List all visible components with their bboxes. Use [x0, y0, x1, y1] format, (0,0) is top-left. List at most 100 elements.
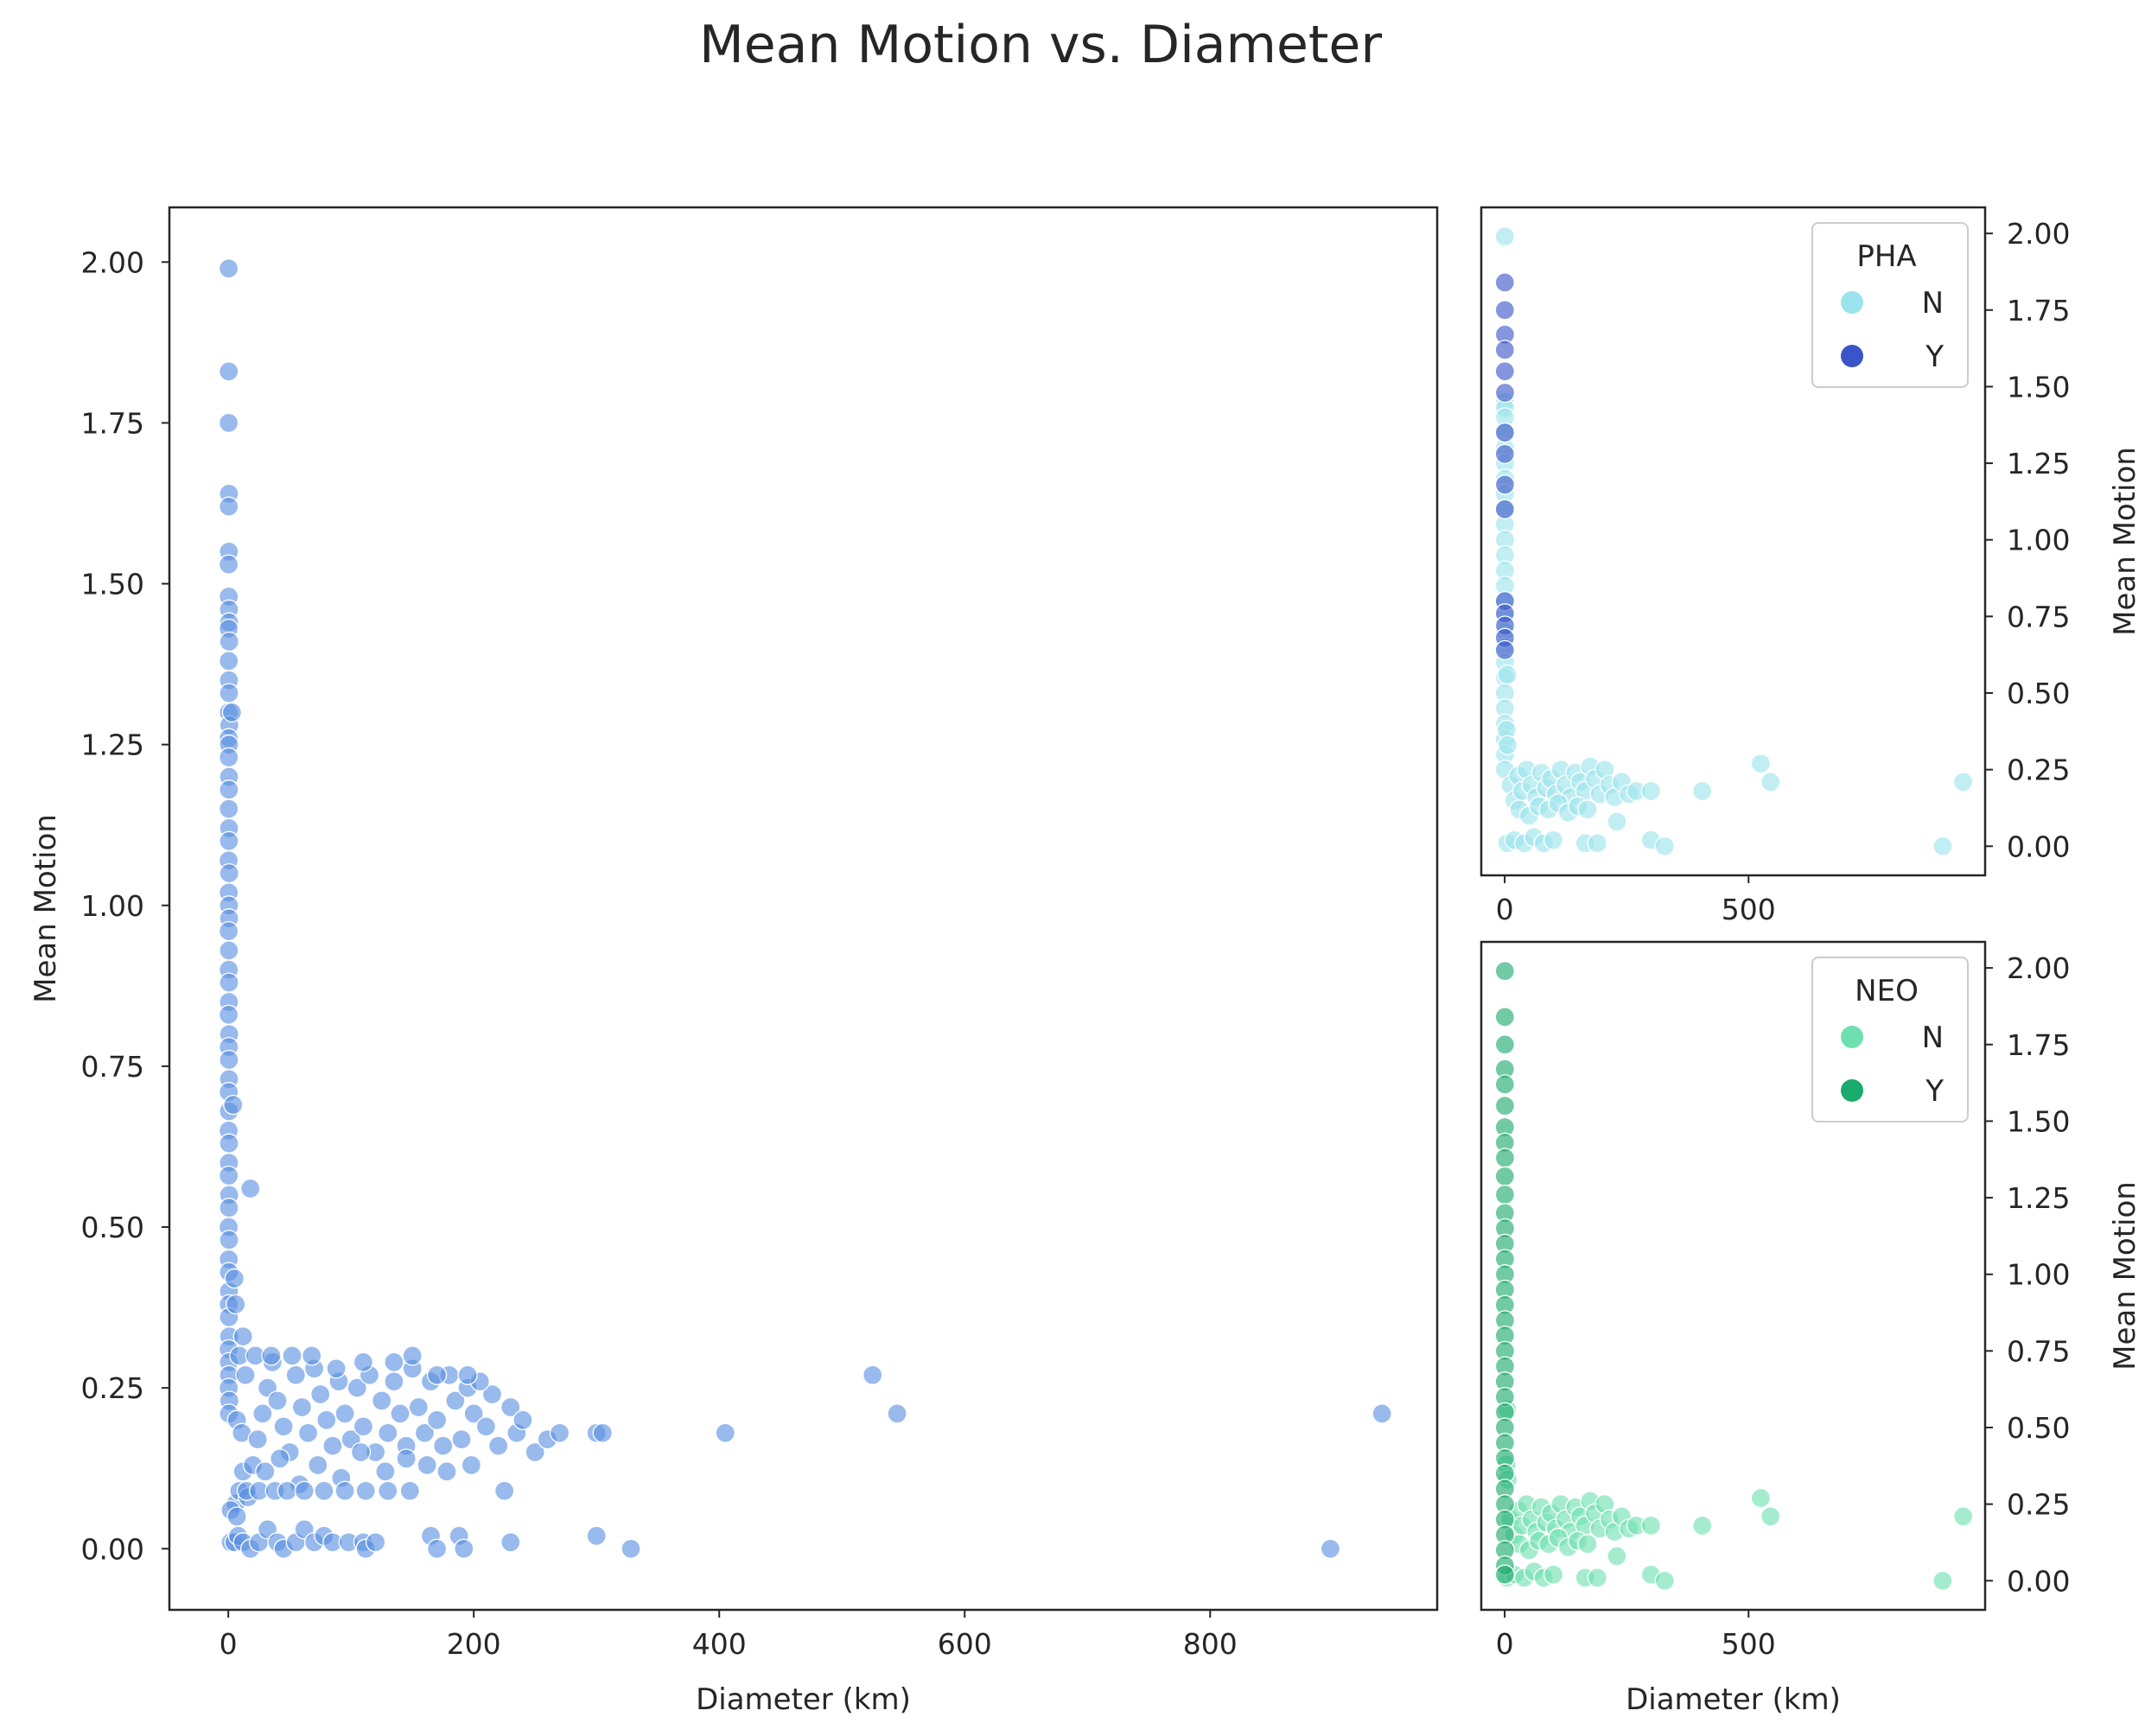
y-tick-label: 1.50 [2007, 370, 2070, 404]
data-point [549, 1422, 570, 1443]
legend-title: NEO [1855, 974, 1919, 1008]
data-point [1494, 474, 1516, 495]
data-point [457, 1364, 478, 1385]
data-points [1494, 961, 1974, 1591]
data-point [862, 1364, 883, 1385]
data-point [436, 1461, 457, 1482]
data-point [219, 747, 239, 768]
data-point [1494, 1184, 1516, 1205]
x-tick-label: 500 [1722, 893, 1776, 926]
data-point [334, 1480, 355, 1501]
y-tick-label: 1.00 [2007, 524, 2070, 557]
y-tick-label: 0.75 [2007, 600, 2070, 633]
data-point [451, 1429, 472, 1450]
data-point [350, 1441, 372, 1463]
x-tick-label: 500 [1722, 1627, 1776, 1661]
y-tick-label: 1.00 [81, 889, 144, 923]
y-tick-label: 0.00 [81, 1532, 144, 1566]
data-point [372, 1390, 392, 1411]
panel-top-right: 0 500 0.00 0.25 0.50 0.75 1.00 1.25 1.50 1.75 2.00… [1480, 206, 2142, 926]
legend-title: PHA [1856, 239, 1916, 274]
y-tick-label: 0.75 [81, 1050, 144, 1084]
data-point [500, 1396, 521, 1418]
x-axis-label: Diameter (km) [1626, 1682, 1841, 1717]
data-point [1494, 499, 1515, 519]
data-point [218, 920, 239, 942]
x-tick-label: 0 [1496, 1627, 1514, 1661]
data-point [291, 1396, 313, 1418]
data-point [399, 1480, 420, 1501]
data-point [1750, 1487, 1772, 1509]
x-axis-label: Diameter (km) [696, 1682, 911, 1717]
data-point [454, 1538, 474, 1559]
data-point [347, 1377, 367, 1398]
data-point [887, 1403, 907, 1424]
data-point [219, 1133, 239, 1154]
y-tick-label: 0.00 [2007, 830, 2070, 863]
data-point [1320, 1538, 1341, 1559]
data-point [294, 1480, 315, 1501]
data-point [384, 1351, 404, 1373]
data-point [1494, 382, 1516, 404]
data-point [1577, 799, 1598, 820]
data-point [1543, 1564, 1564, 1585]
y-axis-label: Mean Motion [29, 814, 63, 1003]
x-tick-label: 200 [447, 1627, 501, 1661]
x-tick-label: 0 [220, 1627, 238, 1661]
y-tick-label: 2.00 [2007, 951, 2070, 985]
y-tick-label: 1.50 [81, 568, 144, 601]
data-point [461, 1454, 482, 1476]
data-point [1760, 1506, 1781, 1527]
data-point [322, 1435, 343, 1456]
data-point [1654, 1570, 1675, 1591]
data-point [396, 1448, 417, 1469]
data-point [219, 779, 239, 800]
data-point [1640, 780, 1662, 802]
legend-label: Y [1925, 1074, 1944, 1109]
data-point [390, 1403, 411, 1424]
data-point [475, 1416, 497, 1437]
data-point [255, 1461, 276, 1482]
data-point [355, 1480, 376, 1501]
data-point [285, 1364, 306, 1385]
data-point [219, 1165, 239, 1186]
data-point [219, 683, 239, 703]
x-tick-label: 0 [1496, 893, 1514, 926]
data-point [1692, 780, 1713, 802]
data-point [433, 1435, 454, 1456]
data-point [1494, 1034, 1516, 1055]
x-tick-label: 600 [938, 1627, 992, 1661]
data-point [261, 1345, 282, 1366]
data-point [277, 1480, 297, 1501]
data-points [218, 258, 1392, 1559]
data-point [512, 1409, 533, 1431]
data-point [426, 1538, 448, 1559]
legend-marker-Y [1841, 345, 1863, 367]
plot-frame [1480, 940, 1987, 1612]
data-point [1607, 1546, 1627, 1567]
plot-frame [168, 206, 1439, 1612]
data-point [414, 1422, 436, 1443]
figure-title: Mean Motion vs. Diameter [699, 15, 1382, 75]
data-point [218, 258, 239, 279]
data-point [1952, 1506, 1974, 1527]
data-point [219, 496, 239, 517]
data-point [252, 1403, 273, 1424]
legend-label: N [1922, 286, 1944, 321]
data-point [500, 1532, 521, 1553]
data-point [353, 1416, 374, 1437]
y-axis-label: Mean Motion [2108, 1181, 2142, 1370]
data-point [353, 1351, 374, 1373]
series-Y [1494, 961, 1516, 1585]
data-point [297, 1422, 319, 1443]
data-point [1750, 753, 1772, 774]
data-point [525, 1441, 545, 1463]
legend-label: N [1922, 1021, 1944, 1055]
data-point [1760, 772, 1781, 792]
data-point [1543, 830, 1564, 850]
data-point [270, 1448, 290, 1469]
data-point [1654, 836, 1675, 856]
data-point [221, 702, 243, 723]
data-point [226, 1506, 247, 1527]
